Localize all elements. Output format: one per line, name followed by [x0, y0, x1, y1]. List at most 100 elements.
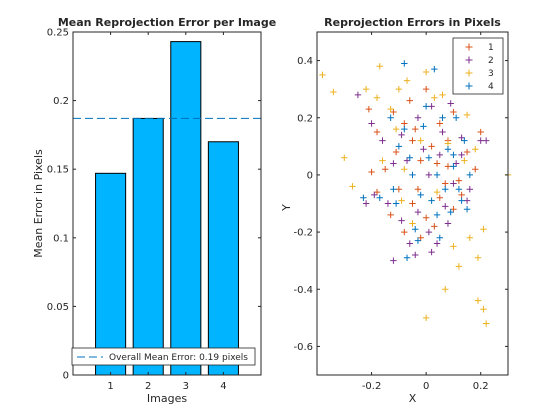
data-point — [428, 103, 435, 110]
data-point — [412, 226, 419, 233]
data-point — [403, 157, 411, 164]
data-point — [444, 140, 452, 147]
data-point — [425, 228, 433, 236]
data-point — [414, 186, 422, 193]
data-point — [412, 251, 419, 259]
data-point — [458, 134, 465, 141]
data-point — [395, 85, 403, 93]
data-point — [439, 128, 446, 136]
scatter-chart: -0.2 0 0.2 -0.6 -0.4 -0.2 0 0.2 0.4 Reprojection … — [280, 16, 512, 405]
data-point — [442, 203, 449, 210]
data-point — [382, 166, 389, 173]
y-tick-label: 0.2 — [53, 96, 69, 107]
data-point — [420, 123, 427, 130]
data-point — [376, 63, 383, 70]
data-point — [392, 125, 400, 133]
data-point — [436, 234, 443, 241]
data-point — [392, 148, 400, 156]
x-tick-label: 4 — [220, 381, 226, 392]
data-point — [452, 114, 460, 121]
data-point — [403, 254, 411, 262]
data-point — [480, 306, 487, 313]
data-point — [436, 194, 443, 201]
data-point — [409, 137, 416, 144]
data-point — [379, 137, 386, 144]
data-point — [406, 240, 413, 247]
data-point — [384, 200, 392, 207]
data-point — [450, 163, 457, 170]
data-point — [474, 297, 482, 304]
data-point — [442, 186, 449, 193]
y-tick-label: -0.6 — [293, 342, 313, 353]
data-point — [395, 186, 403, 193]
data-point — [477, 128, 484, 136]
data-point — [439, 91, 446, 99]
legend-box — [452, 37, 504, 95]
data-point — [365, 105, 373, 113]
data-point — [450, 151, 457, 159]
data-point — [362, 85, 370, 93]
data-point — [452, 160, 460, 167]
data-point — [442, 286, 449, 293]
chart-title: Reprojection Errors in Pixels — [324, 16, 501, 29]
data-point — [390, 108, 397, 116]
legend-marker — [465, 69, 473, 77]
x-tick-label: 1 — [107, 381, 113, 392]
data-point — [444, 220, 452, 227]
data-point — [444, 145, 452, 153]
data-point — [373, 188, 381, 196]
x-tick-label: 0 — [423, 381, 429, 392]
data-point — [409, 171, 416, 179]
data-point — [480, 226, 487, 233]
legend-marker — [465, 82, 473, 90]
data-point — [447, 208, 454, 216]
y-tick-label: 0.2 — [297, 113, 313, 124]
data-point — [362, 200, 370, 207]
data-point — [472, 145, 479, 153]
data-point — [401, 166, 408, 173]
data-point — [319, 71, 326, 79]
data-point — [401, 228, 408, 236]
data-point — [466, 234, 473, 241]
data-point — [422, 314, 430, 322]
chart-title: Mean Reprojection Error per Image — [58, 16, 276, 29]
data-point — [395, 143, 403, 150]
data-point — [387, 105, 394, 113]
data-point — [458, 151, 465, 159]
data-point — [436, 120, 443, 127]
data-point — [425, 154, 433, 161]
data-point — [414, 114, 422, 121]
data-point — [472, 166, 479, 173]
data-point — [417, 191, 424, 199]
data-point — [387, 211, 394, 219]
data-point — [417, 234, 424, 241]
data-point — [420, 145, 427, 153]
data-point — [450, 180, 457, 187]
data-point — [466, 171, 473, 179]
legend: 1 2 3 4 — [452, 37, 504, 95]
data-point — [477, 137, 484, 144]
data-point — [428, 197, 435, 204]
data-point — [398, 131, 405, 139]
legend-entry-label: Overall Mean Error: 0.19 pixels — [109, 353, 248, 363]
series-2 — [354, 74, 490, 264]
data-point — [442, 180, 449, 187]
x-axis-label: Images — [147, 392, 187, 405]
data-point — [349, 183, 356, 190]
data-point — [444, 163, 452, 170]
data-point — [466, 186, 473, 193]
x-tick-label: 3 — [183, 381, 189, 392]
bar — [95, 172, 127, 376]
y-tick-label: 0.25 — [47, 28, 69, 39]
data-point — [474, 254, 482, 262]
data-point — [436, 151, 443, 159]
legend-entry-label: 1 — [488, 43, 494, 53]
x-axis-label: X — [409, 392, 417, 405]
data-point — [373, 94, 381, 101]
data-point — [373, 128, 381, 136]
data-point — [433, 171, 441, 179]
data-point — [417, 137, 424, 144]
data-point — [428, 248, 435, 256]
bar — [207, 141, 239, 376]
data-point — [422, 68, 430, 76]
